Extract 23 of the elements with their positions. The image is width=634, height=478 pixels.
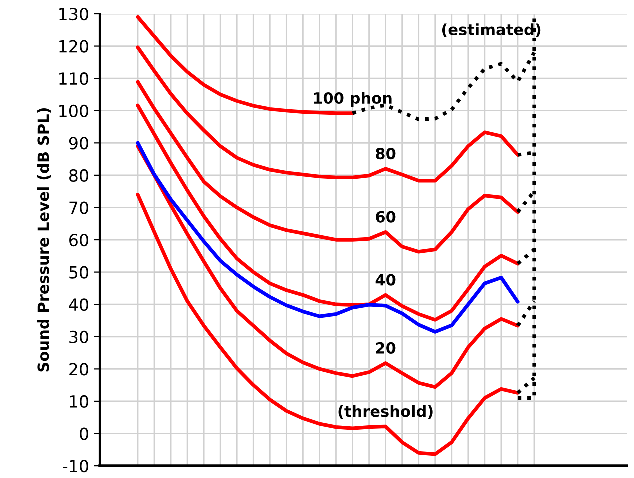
series-label: 20 <box>376 342 396 354</box>
y-tick-label: 110 <box>60 72 88 86</box>
series-label: (threshold) <box>338 405 433 420</box>
y-tick-label: 70 <box>70 202 88 214</box>
y-tick-label: 10 <box>70 395 88 408</box>
y-tick-label: 60 <box>70 234 88 247</box>
series-label: 40 <box>376 274 396 286</box>
y-tick-label: 30 <box>70 330 88 344</box>
y-tick-label: 50 <box>70 266 88 279</box>
series-label: 60 <box>376 211 396 223</box>
y-tick-label: 80 <box>70 169 88 182</box>
y-tick-label: 130 <box>60 8 88 21</box>
y-tick-label: 90 <box>69 137 88 150</box>
series-label: 80 <box>376 148 396 160</box>
y-tick-label: 40 <box>69 298 88 312</box>
y-tick-label: -10 <box>63 460 88 473</box>
y-tick-label: 120 <box>60 40 88 53</box>
y-axis-title: Sound Pressure Level (dB SPL) <box>37 108 52 372</box>
series-label: (estimated) <box>442 24 541 38</box>
y-tick-label: 100 <box>60 104 88 118</box>
series-label: 100 phon <box>314 92 392 107</box>
y-tick-label: 20 <box>70 363 88 376</box>
y-tick-label: 0 <box>80 428 88 440</box>
